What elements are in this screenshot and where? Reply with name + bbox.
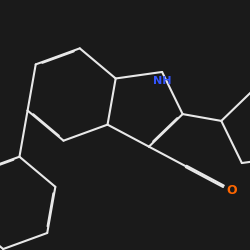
Text: NH: NH (153, 76, 171, 86)
Text: O: O (226, 184, 236, 197)
